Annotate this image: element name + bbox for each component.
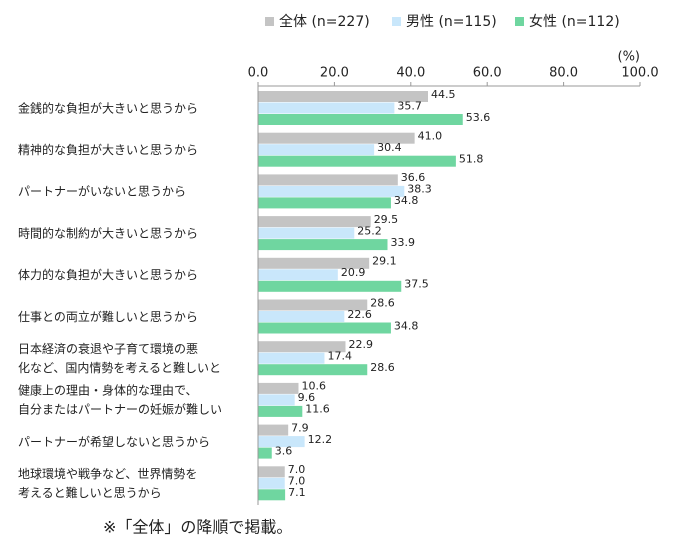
legend-label: 男性 (n=115): [406, 14, 497, 30]
unit-label: (%): [618, 50, 641, 65]
value-label: 10.6: [301, 380, 326, 393]
bar: [258, 269, 338, 281]
x-tick-label: 40.0: [396, 66, 425, 81]
value-label: 17.4: [327, 349, 352, 362]
bar: [258, 447, 272, 459]
bar: [258, 102, 395, 114]
value-label: 22.6: [347, 308, 372, 321]
bar: [258, 227, 355, 239]
value-label: 7.0: [288, 463, 306, 476]
value-label: 38.3: [407, 183, 432, 196]
bar: [258, 466, 285, 478]
value-label: 53.6: [466, 111, 491, 124]
x-tick-label: 100.0: [621, 66, 658, 81]
value-label: 34.8: [394, 319, 419, 332]
category-line: 金銭的な負担が大きいと思うから: [18, 100, 198, 115]
category-line: 時間的な制約が大きいと思うから: [18, 225, 198, 240]
bar: [258, 322, 391, 334]
value-label: 28.6: [370, 296, 395, 309]
bar: [258, 155, 456, 167]
category-label: 地球環境や戦争など、世界情勢を考えると難しいと思うから: [18, 466, 197, 500]
category-label: パートナーが希望しないと思うから: [18, 433, 210, 448]
value-label: 20.9: [341, 266, 366, 279]
category-label: 体力的な負担が大きいと思うから: [18, 267, 198, 282]
bar: [258, 477, 285, 489]
value-label: 7.9: [291, 421, 309, 434]
bar: [258, 114, 463, 125]
legend-swatch: [392, 17, 401, 26]
bar: [258, 280, 402, 292]
value-label: 11.6: [305, 403, 330, 416]
legend-label: 女性 (n=112): [529, 13, 620, 30]
bar: [258, 405, 303, 417]
bar: [258, 382, 299, 394]
bar: [258, 144, 375, 156]
category-line: 考えると難しいと思うから: [18, 485, 162, 500]
bar: [258, 341, 346, 353]
value-label: 29.1: [372, 255, 397, 268]
bar: [258, 299, 368, 311]
value-label: 22.9: [348, 338, 373, 351]
value-label: 12.2: [308, 433, 333, 446]
category-line: 化など、国内情勢を考えると難しいと: [18, 359, 221, 374]
x-tick-label: 60.0: [473, 66, 502, 81]
category-label: 日本経済の衰退や子育て環境の悪化など、国内情勢を考えると難しいと: [18, 340, 221, 374]
legend-label: 全体 (n=227): [279, 13, 370, 30]
legend-swatch: [515, 17, 524, 26]
value-label: 35.7: [397, 99, 422, 112]
category-line: 精神的な負担が大きいと思うから: [18, 141, 198, 156]
bar: [258, 239, 388, 251]
bar: [258, 174, 398, 186]
category-label: 時間的な制約が大きいと思うから: [18, 225, 198, 240]
bar: [258, 91, 428, 102]
bar: [258, 132, 415, 144]
value-label: 7.0: [288, 475, 306, 488]
value-label: 44.5: [431, 88, 456, 101]
category-line: パートナーが希望しないと思うから: [18, 433, 210, 448]
bar: [258, 185, 405, 197]
category-line: 自分またはパートナーの妊娠が難しい: [18, 401, 222, 416]
value-label: 37.5: [404, 278, 429, 291]
category-label: 金銭的な負担が大きいと思うから: [18, 100, 198, 115]
x-tick-label: 0.0: [248, 66, 269, 81]
bar: [258, 311, 345, 322]
bar: [258, 216, 371, 228]
bar: [258, 424, 289, 436]
value-label: 7.1: [288, 486, 306, 499]
category-line: 健康上の理由・身体的な理由で、: [18, 382, 198, 397]
category-label: パートナーがいないと思うから: [18, 183, 186, 198]
value-label: 9.6: [298, 391, 316, 404]
category-label: 健康上の理由・身体的な理由で、自分またはパートナーの妊娠が難しい: [18, 382, 222, 416]
category-line: 日本経済の衰退や子育て環境の悪: [18, 340, 198, 355]
bar: [258, 352, 325, 364]
category-line: 地球環境や戦争など、世界情勢を: [18, 466, 197, 481]
category-line: パートナーがいないと思うから: [18, 183, 186, 198]
category-label: 精神的な負担が大きいと思うから: [18, 141, 198, 156]
value-label: 30.4: [377, 141, 402, 154]
x-tick-label: 80.0: [549, 66, 578, 81]
legend-swatch: [265, 17, 274, 26]
value-label: 36.6: [401, 171, 426, 184]
bar: [258, 197, 391, 209]
value-label: 25.2: [357, 224, 382, 237]
bar: [258, 489, 286, 501]
bar: [258, 364, 368, 376]
value-label: 3.6: [275, 444, 293, 457]
category-label: 仕事との両立が難しいと思うから: [18, 308, 198, 323]
bar: [258, 394, 295, 406]
bar: [258, 436, 305, 448]
x-tick-label: 20.0: [320, 66, 349, 81]
value-label: 29.5: [374, 213, 399, 226]
note: ※「全体」の降順で掲載。: [103, 518, 292, 537]
value-label: 33.9: [390, 236, 415, 249]
value-label: 41.0: [418, 129, 443, 142]
value-label: 51.8: [459, 152, 484, 165]
value-label: 28.6: [370, 361, 395, 374]
category-line: 仕事との両立が難しいと思うから: [18, 308, 198, 323]
value-label: 34.8: [394, 194, 419, 207]
bar: [258, 257, 370, 269]
category-line: 体力的な負担が大きいと思うから: [18, 267, 198, 282]
